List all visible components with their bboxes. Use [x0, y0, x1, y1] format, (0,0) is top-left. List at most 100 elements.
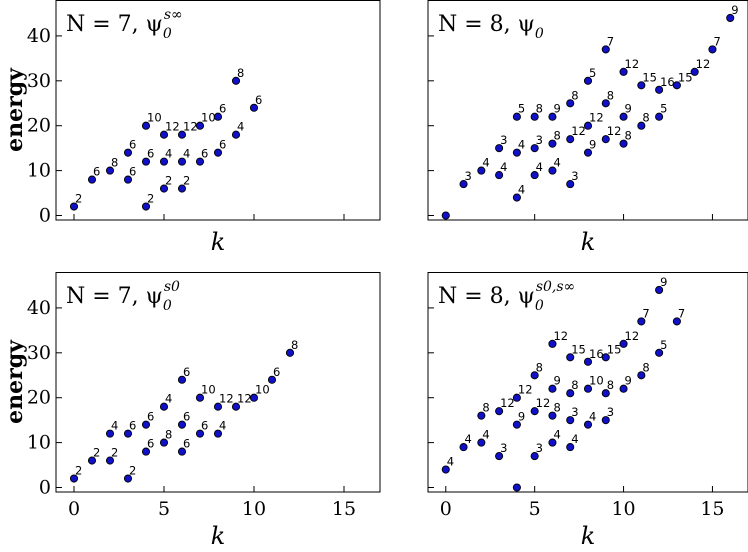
data-label: 6 [183, 365, 190, 379]
data-label: 15 [678, 70, 693, 84]
data-point [141, 202, 151, 211]
data-label: 8 [642, 360, 649, 374]
data-point [477, 411, 486, 420]
data-label: 8 [607, 88, 614, 102]
data-point [195, 121, 205, 130]
data-point [530, 112, 539, 121]
data-label: 2 [165, 174, 172, 188]
data-point [512, 393, 521, 402]
data-point [637, 317, 646, 326]
data-label: 6 [183, 437, 190, 451]
data-point [159, 438, 169, 447]
data-point [548, 166, 557, 175]
axes-frame [55, 272, 381, 493]
data-point [548, 139, 557, 148]
data-label: 2 [129, 464, 136, 478]
x-tick-label: 15 [700, 498, 724, 520]
data-label: 6 [147, 147, 154, 161]
data-label: 8 [625, 129, 632, 143]
data-point [87, 456, 97, 465]
data-point [672, 317, 681, 326]
data-label: 3 [607, 405, 614, 419]
x-tick-label: 10 [242, 498, 266, 520]
data-label: 4 [500, 160, 507, 174]
data-label: 15 [607, 342, 622, 356]
data-point [512, 483, 521, 492]
data-point [141, 420, 151, 429]
data-label: 6 [273, 365, 280, 379]
data-point [213, 429, 223, 438]
x-axis-label: k [211, 228, 226, 256]
data-point [583, 384, 593, 393]
data-point [195, 157, 205, 166]
panel-title-main: N = 8, ψ [438, 284, 535, 309]
panel-title: N = 7, ψ0 s0 [66, 279, 180, 314]
data-point [530, 171, 539, 180]
data-point [249, 103, 259, 112]
data-label: 12 [183, 120, 198, 134]
data-point [123, 429, 133, 438]
data-point [530, 371, 539, 380]
data-label: 2 [147, 192, 154, 206]
data-point [637, 121, 646, 130]
x-tick-label: 0 [440, 498, 452, 520]
panel-title-superscript: s0 [164, 279, 180, 295]
panel-title-subscript: 0 [535, 298, 544, 314]
data-label: 2 [75, 464, 82, 478]
data-label: 12 [625, 329, 640, 343]
data-point [441, 465, 450, 474]
data-label: 12 [165, 120, 180, 134]
data-label: 4 [237, 120, 244, 134]
data-label: 2 [93, 446, 100, 460]
data-point [583, 420, 593, 429]
x-tick-label: 10 [611, 498, 635, 520]
data-point [231, 76, 241, 85]
data-label: 8 [482, 401, 489, 415]
data-point [655, 112, 664, 121]
data-point [512, 148, 521, 157]
data-point [548, 384, 557, 393]
data-point [141, 121, 151, 130]
data-point [177, 420, 187, 429]
data-point [159, 184, 169, 193]
data-label: 6 [129, 419, 136, 433]
data-point [177, 375, 187, 384]
x-tick-label: 5 [158, 498, 170, 520]
data-point [583, 357, 593, 366]
y-axis-label: energy [2, 67, 28, 152]
axes-frame [55, 0, 381, 221]
data-label: 3 [536, 133, 543, 147]
data-label: 16 [589, 347, 604, 361]
data-label: 12 [219, 392, 234, 406]
data-point [512, 420, 521, 429]
data-label: 9 [660, 275, 667, 289]
data-label: 12 [536, 396, 551, 410]
data-label: 4 [553, 156, 560, 170]
data-point [512, 112, 521, 121]
data-label: 4 [111, 419, 118, 433]
data-point [231, 130, 241, 139]
data-point [566, 389, 575, 398]
data-label: 9 [518, 410, 525, 424]
axes-frame [427, 272, 748, 493]
panel-title-main: N = 8, ψ [438, 12, 535, 37]
data-label: 12 [553, 329, 568, 343]
data-label: 6 [201, 147, 208, 161]
data-point [195, 429, 205, 438]
data-label: 6 [147, 410, 154, 424]
data-label: 3 [465, 169, 472, 183]
data-point [583, 121, 593, 130]
data-point [285, 348, 295, 357]
y-tick-label: 0 [39, 477, 51, 499]
data-label: 3 [500, 441, 507, 455]
data-point [601, 416, 610, 425]
data-label: 15 [642, 70, 657, 84]
y-tick-label: 20 [27, 387, 51, 409]
data-point [601, 135, 610, 144]
data-point [495, 407, 504, 416]
data-point [708, 45, 717, 54]
data-point [655, 285, 664, 295]
